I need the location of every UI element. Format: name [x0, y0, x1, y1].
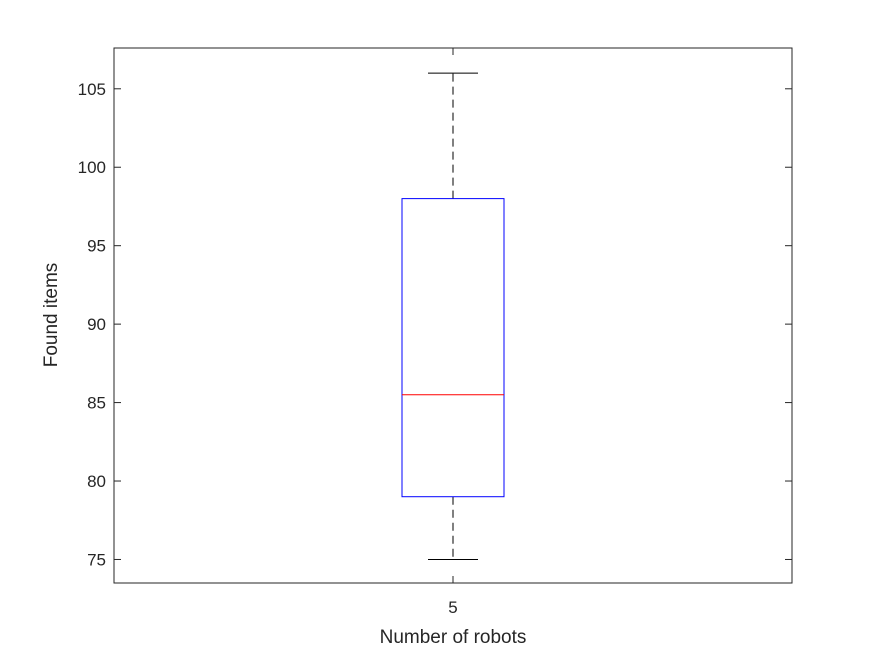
y-tick-label: 90 [87, 315, 106, 334]
y-tick-label: 80 [87, 472, 106, 491]
boxes [401, 72, 505, 560]
y-tick-label: 100 [78, 158, 106, 177]
y-tick-label: 85 [87, 394, 106, 413]
x-axis-title: Number of robots [380, 627, 527, 648]
iqr-box [401, 198, 505, 498]
y-tick-label: 105 [78, 80, 106, 99]
y-tick-label: 75 [87, 550, 106, 569]
y-axis-title: Found items [41, 263, 62, 368]
y-axis-ticks: 75 80 85 90 95 100 105 [78, 80, 792, 569]
x-axis-ticks: 5 [448, 48, 458, 617]
plot-area [113, 47, 793, 584]
y-tick-label: 95 [87, 237, 106, 256]
x-tick-label: 5 [448, 598, 457, 617]
